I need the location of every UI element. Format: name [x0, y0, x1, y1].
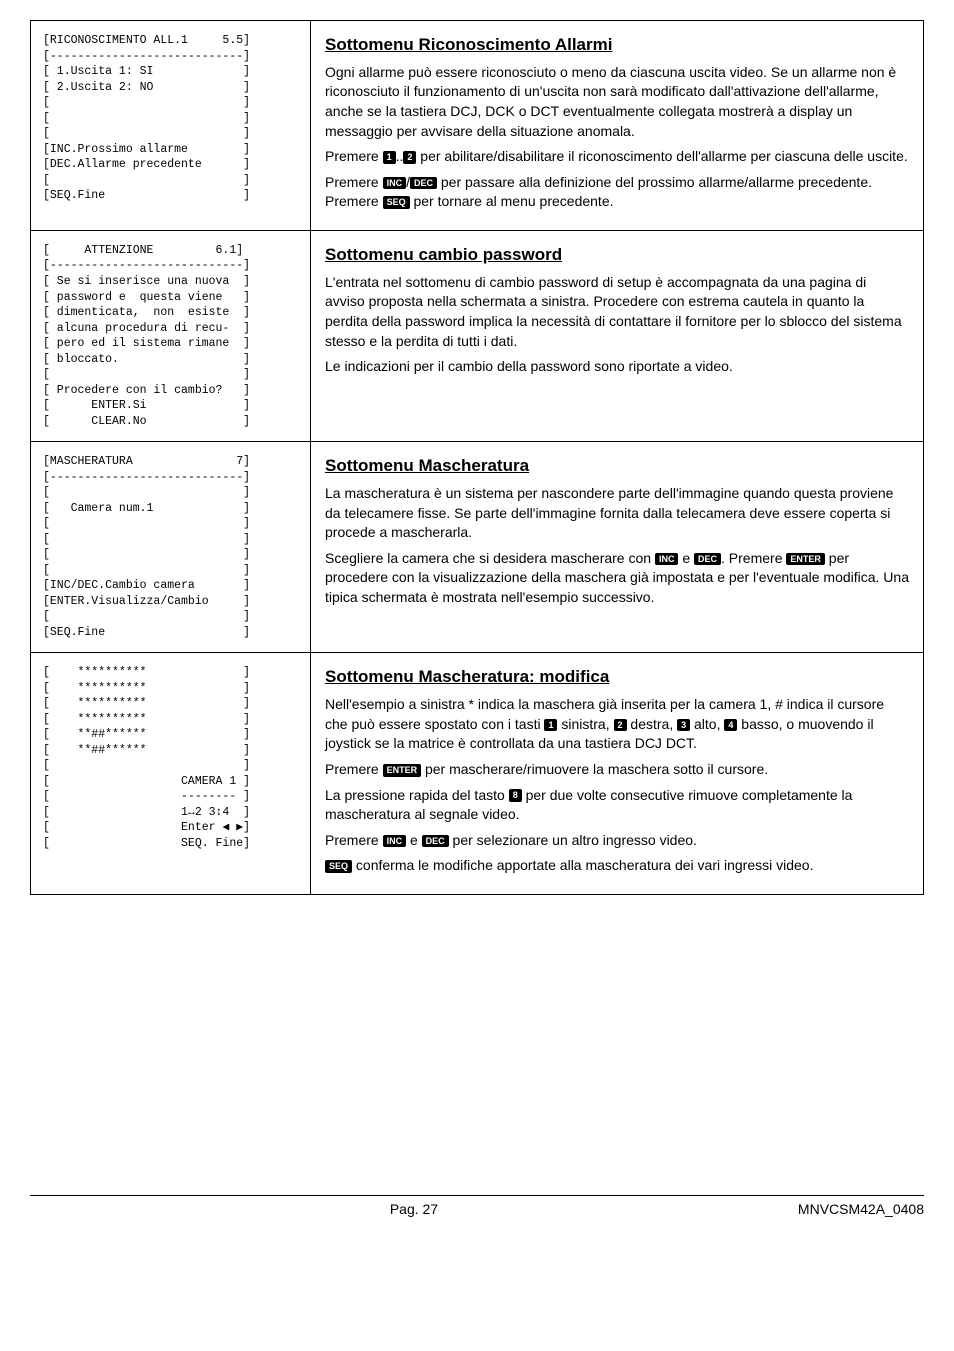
document-id: MNVCSM42A_0408 [798, 1200, 924, 1220]
section-title: Sottomenu Mascheratura: modifica [325, 665, 909, 689]
key-label: INC [655, 553, 679, 566]
terminal-screen: [ ********** ] [ ********** ] [ ********… [31, 653, 311, 894]
key-label: DEC [410, 177, 437, 190]
description-cell: Sottomenu Riconoscimento Allarmi Ogni all… [311, 21, 923, 230]
paragraph: Nell'esempio a sinistra * indica la masc… [325, 695, 909, 754]
terminal-screen: [ ATTENZIONE 6.1] [---------------------… [31, 231, 311, 441]
key-label: 8 [509, 789, 522, 802]
paragraph: La mascheratura è un sistema per nascond… [325, 484, 909, 543]
paragraph: Premere INC e DEC per selezionare un alt… [325, 831, 909, 851]
key-label: ENTER [383, 764, 422, 777]
key-label: 2 [403, 151, 416, 164]
key-label: SEQ [383, 196, 410, 209]
section-title: Sottomenu cambio password [325, 243, 909, 267]
description-cell: Sottomenu Mascheratura: modifica Nell'ese… [311, 653, 923, 894]
paragraph: La pressione rapida del tasto 8 per due … [325, 786, 909, 825]
paragraph: Scegliere la camera che si desidera masc… [325, 549, 909, 608]
paragraph: Premere ENTER per mascherare/rimuovere l… [325, 760, 909, 780]
paragraph: Premere INC/DEC per passare alla definiz… [325, 173, 909, 212]
page-number: Pag. 27 [390, 1200, 438, 1220]
paragraph: Le indicazioni per il cambio della passw… [325, 357, 909, 377]
page-footer: Pag. 27 MNVCSM42A_0408 [30, 1195, 924, 1220]
paragraph: Premere 1..2 per abilitare/disabilitare … [325, 147, 909, 167]
terminal-screen: [MASCHERATURA 7] [----------------------… [31, 442, 311, 652]
key-label: DEC [422, 835, 449, 848]
key-label: 3 [677, 719, 690, 732]
key-label: ENTER [786, 553, 825, 566]
key-label: INC [383, 835, 407, 848]
key-label: DEC [694, 553, 721, 566]
section-title: Sottomenu Mascheratura [325, 454, 909, 478]
key-label: 1 [544, 719, 557, 732]
description-cell: Sottomenu cambio password L'entrata nel s… [311, 231, 923, 441]
table-row: [ ATTENZIONE 6.1] [---------------------… [31, 231, 923, 442]
document-table: [RICONOSCIMENTO ALL.1 5.5] [------------… [30, 20, 924, 895]
paragraph: L'entrata nel sottomenu di cambio passwo… [325, 273, 909, 351]
description-cell: Sottomenu Mascheratura La mascheratura è … [311, 442, 923, 652]
terminal-screen: [RICONOSCIMENTO ALL.1 5.5] [------------… [31, 21, 311, 230]
section-title: Sottomenu Riconoscimento Allarmi [325, 33, 909, 57]
paragraph: SEQ conferma le modifiche apportate alla… [325, 856, 909, 876]
key-label: 4 [724, 719, 737, 732]
table-row: [ ********** ] [ ********** ] [ ********… [31, 653, 923, 894]
key-label: SEQ [325, 860, 352, 873]
paragraph: Ogni allarme può essere riconosciuto o m… [325, 63, 909, 141]
key-label: INC [383, 177, 407, 190]
table-row: [RICONOSCIMENTO ALL.1 5.5] [------------… [31, 21, 923, 231]
table-row: [MASCHERATURA 7] [----------------------… [31, 442, 923, 653]
key-label: 1 [383, 151, 396, 164]
key-label: 2 [614, 719, 627, 732]
